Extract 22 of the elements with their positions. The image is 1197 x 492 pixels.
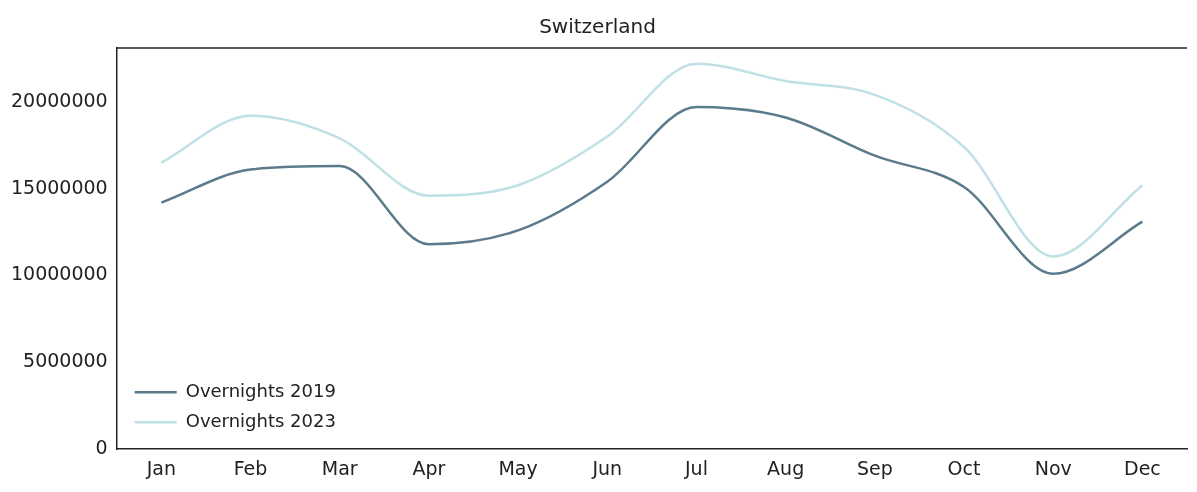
x-tick-label: Dec	[1124, 456, 1161, 479]
line-series	[160, 62, 1144, 258]
y-tick-label: 0	[95, 436, 108, 459]
x-tick-label: Mar	[321, 456, 358, 479]
x-tick-label: Aug	[767, 456, 805, 479]
x-tick-label: Nov	[1034, 456, 1072, 479]
legend-label: Overnights 2019	[185, 379, 336, 401]
x-tick-label: Feb	[233, 456, 268, 479]
y-tick-label: 20000000	[10, 88, 108, 111]
x-tick-label: Jul	[683, 456, 708, 479]
x-tick-label: Sep	[856, 456, 893, 479]
x-tick-label: Oct	[947, 456, 981, 479]
x-tick-label: Jun	[591, 456, 623, 479]
legend-label: Overnights 2023	[185, 409, 336, 431]
x-tick-label: Apr	[412, 456, 446, 479]
y-tick-label: 15000000	[10, 175, 108, 198]
line-series	[160, 105, 1144, 276]
y-tick-label: 5000000	[23, 349, 108, 372]
x-tick-label: Jan	[145, 456, 176, 479]
y-tick-label: 10000000	[10, 262, 108, 285]
x-tick-label: May	[498, 456, 538, 479]
chart-title: Switzerland	[539, 14, 656, 39]
